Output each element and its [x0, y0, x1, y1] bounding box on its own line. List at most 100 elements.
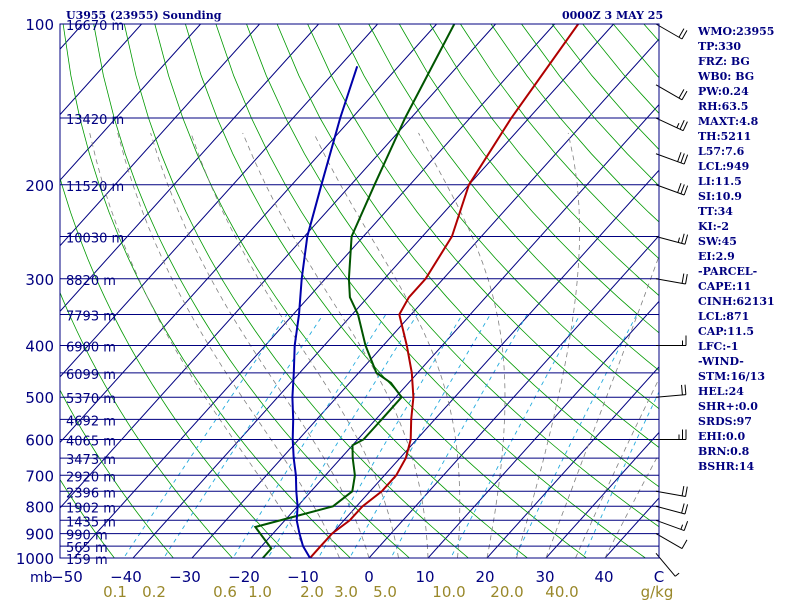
temperature-tick-label: 0	[364, 568, 374, 586]
isotherm-line	[60, 24, 437, 444]
mixing-ratio-label: 3.0	[334, 583, 358, 600]
height-label: 10030 m	[66, 231, 124, 246]
wind-barb-staff	[655, 117, 684, 132]
index-item: KI:-2	[698, 220, 729, 233]
isotherm-line	[60, 24, 319, 313]
wind-barb	[655, 533, 688, 549]
temperature-tick-label: 20	[475, 568, 494, 586]
dry-adiabat	[398, 24, 659, 334]
wind-barb-feather	[681, 485, 685, 496]
index-item: TP:330	[698, 40, 742, 53]
isotherm-line	[486, 366, 659, 558]
index-item: LCL:871	[698, 310, 750, 323]
index-item: TH:5211	[698, 130, 752, 143]
wind-barb-feather	[681, 90, 688, 101]
pressure-tick-label: 200	[25, 177, 54, 195]
isotherm-line	[427, 300, 659, 558]
mixing-ratio-label: 40.0	[545, 583, 578, 600]
wind-barb-staff	[655, 505, 686, 515]
temperature-tick-label: C	[654, 568, 664, 586]
wind-barb-feather	[681, 539, 688, 549]
index-item: BSHR:14	[698, 460, 755, 473]
index-item: -WIND-	[698, 355, 744, 368]
wind-barb-feather	[677, 183, 682, 193]
isotherm-line	[73, 24, 555, 558]
dry-adiabat	[93, 24, 411, 558]
wind-barb-staff	[655, 519, 685, 532]
height-label: 11520 m	[66, 180, 124, 195]
isotherm-line	[60, 24, 201, 181]
dry-adiabat	[123, 24, 470, 558]
wind-barb-feather	[681, 30, 688, 40]
moist-adiabat	[604, 452, 659, 558]
index-item: WMO:23955	[698, 25, 775, 38]
index-item: LCL:949	[698, 160, 750, 173]
wind-barb-staff	[655, 153, 685, 165]
temperature-tick-label: −10	[287, 568, 319, 586]
pressure-tick-label: 700	[25, 467, 54, 485]
index-item: WB0: BG	[698, 70, 755, 83]
pressure-tick-label: 100	[25, 16, 54, 34]
height-label: 6099 m	[66, 368, 116, 383]
index-item: FRZ: BG	[698, 55, 750, 68]
mixing-ratio-label: 2.0	[300, 583, 324, 600]
index-panel: WMO:23955 TP:330 FRZ: BG WB0: BG PW:0.24 RH:6…	[698, 24, 798, 474]
height-label: 4065 m	[66, 435, 116, 450]
index-item: SI:10.9	[698, 190, 742, 203]
height-label: 8820 m	[66, 274, 116, 289]
dry-adiabat	[60, 291, 233, 558]
wind-barb-feather	[682, 121, 688, 131]
index-item: HEL:24	[698, 385, 744, 398]
wind-barb-feather	[685, 486, 688, 497]
index-item: -PARCEL-	[698, 265, 758, 278]
index-item: SW:45	[698, 235, 737, 248]
height-label: 3473 m	[66, 453, 116, 468]
temperature-tick-label: 30	[535, 568, 554, 586]
dry-adiabat	[60, 389, 174, 558]
mixing-ratio-label: 20.0	[490, 583, 523, 600]
height-label: 13420 m	[66, 113, 124, 128]
mixing-ratio-label: 5.0	[373, 583, 397, 600]
mixing-ratio-line	[514, 314, 638, 558]
wind-barb-feather	[679, 119, 685, 130]
height-label: 16670 m	[66, 19, 124, 34]
isotherm-line	[60, 24, 260, 247]
pressure-tick-label: 300	[25, 271, 54, 289]
mixing-ratio-line	[232, 314, 387, 558]
index-item: EHI:0.0	[698, 430, 746, 443]
wind-barb-feather	[674, 572, 680, 577]
height-label: 4692 m	[66, 414, 116, 429]
temperature-trace	[308, 24, 580, 558]
wind-barb	[655, 519, 689, 532]
moist-adiabat	[516, 132, 581, 558]
dry-adiabat	[154, 24, 529, 558]
temperature-tick-label: −20	[228, 568, 260, 586]
mixing-ratio-line	[349, 314, 491, 558]
temperature-tick-label: 10	[415, 568, 434, 586]
height-label: 5370 m	[66, 392, 116, 407]
isotherm-line	[545, 431, 659, 558]
temperature-tick-label: −40	[110, 568, 142, 586]
index-item: LFC:-1	[698, 340, 739, 353]
mixing-ratio-line	[390, 314, 528, 558]
wind-barb-feather	[677, 237, 680, 243]
dry-adiabat	[429, 24, 659, 297]
mixing-ratio-label: 10.0	[432, 583, 465, 600]
index-item: MAXT:4.8	[698, 115, 759, 128]
height-label: 565 m	[66, 541, 108, 556]
wind-barb	[655, 273, 688, 285]
wind-barb-feather	[683, 154, 689, 165]
height-label: 990 m	[66, 529, 108, 544]
isotherm-line	[191, 38, 659, 558]
index-item: L57:7.6	[698, 145, 745, 158]
index-item: CAPE:11	[698, 280, 752, 293]
wind-barb-feather	[685, 274, 688, 285]
dry-adiabat	[368, 24, 659, 372]
isotherm-line	[0, 24, 24, 569]
mixing-ratio-label: g/kg	[641, 583, 674, 600]
index-item: TT:34	[698, 205, 733, 218]
index-item: CINH:62131	[698, 295, 775, 308]
wind-barb-feather	[681, 503, 685, 514]
wind-barb-feather	[676, 123, 680, 128]
